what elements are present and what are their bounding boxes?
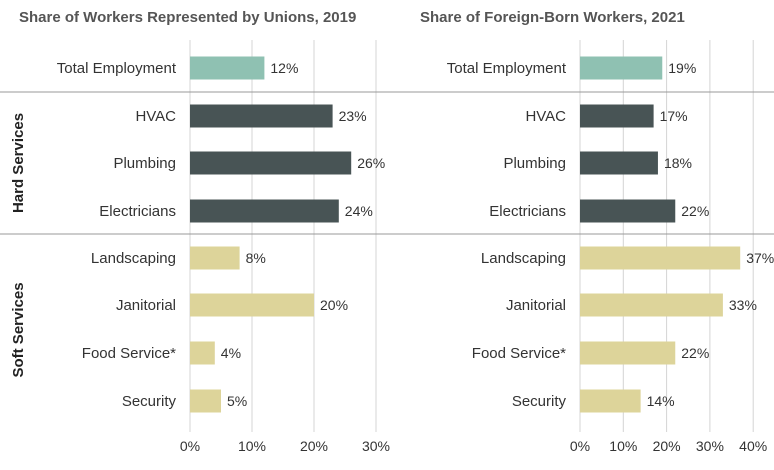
value-label: 24% bbox=[345, 203, 373, 219]
value-label: 20% bbox=[320, 297, 348, 313]
value-label: 12% bbox=[270, 60, 298, 76]
bar-total bbox=[190, 56, 265, 80]
group-label-soft: Soft Services bbox=[10, 282, 27, 377]
bar-hard bbox=[190, 151, 352, 175]
bar-hard bbox=[580, 199, 676, 223]
bar-soft bbox=[580, 389, 641, 413]
bar-soft bbox=[580, 246, 741, 270]
value-label: 33% bbox=[729, 297, 757, 313]
bar-soft bbox=[190, 341, 215, 365]
bar-hard bbox=[580, 151, 658, 175]
value-label: 19% bbox=[668, 60, 696, 76]
category-label: Total Employment bbox=[447, 60, 567, 77]
category-label: Food Service* bbox=[82, 345, 176, 362]
bar-total bbox=[580, 56, 663, 80]
group-label-hard: Hard Services bbox=[10, 113, 27, 213]
value-label: 22% bbox=[681, 345, 709, 361]
category-label: Janitorial bbox=[116, 297, 176, 314]
category-label: Electricians bbox=[99, 203, 176, 220]
value-label: 8% bbox=[246, 250, 266, 266]
category-label: Security bbox=[512, 393, 567, 410]
value-label: 5% bbox=[227, 393, 247, 409]
x-tick-label: 10% bbox=[238, 438, 266, 454]
value-label: 18% bbox=[664, 155, 692, 171]
category-label: Food Service* bbox=[472, 345, 566, 362]
bar-soft bbox=[190, 293, 314, 317]
bar-soft bbox=[190, 389, 221, 413]
x-tick-label: 20% bbox=[653, 438, 681, 454]
category-label: Plumbing bbox=[113, 155, 176, 172]
bar-hard bbox=[580, 104, 654, 128]
category-label: Landscaping bbox=[91, 250, 176, 267]
x-tick-label: 30% bbox=[696, 438, 724, 454]
value-label: 37% bbox=[746, 250, 774, 266]
category-label: Electricians bbox=[489, 203, 566, 220]
category-label: HVAC bbox=[525, 108, 566, 125]
x-tick-label: 30% bbox=[362, 438, 390, 454]
category-label: Plumbing bbox=[503, 155, 566, 172]
chart-title: Share of Workers Represented by Unions, … bbox=[19, 9, 356, 26]
x-tick-label: 0% bbox=[570, 438, 590, 454]
value-label: 22% bbox=[681, 203, 709, 219]
bar-hard bbox=[190, 199, 339, 223]
bar-soft bbox=[190, 246, 240, 270]
category-label: HVAC bbox=[135, 108, 176, 125]
category-label: Security bbox=[122, 393, 177, 410]
value-label: 26% bbox=[357, 155, 385, 171]
value-label: 17% bbox=[660, 108, 688, 124]
x-tick-label: 20% bbox=[300, 438, 328, 454]
category-label: Landscaping bbox=[481, 250, 566, 267]
chart-title: Share of Foreign-Born Workers, 2021 bbox=[420, 9, 685, 26]
value-label: 23% bbox=[339, 108, 367, 124]
x-tick-label: 10% bbox=[609, 438, 637, 454]
x-tick-label: 0% bbox=[180, 438, 200, 454]
bar-soft bbox=[580, 341, 676, 365]
bar-hard bbox=[190, 104, 333, 128]
value-label: 4% bbox=[221, 345, 241, 361]
x-tick-label: 40% bbox=[739, 438, 767, 454]
category-label: Janitorial bbox=[506, 297, 566, 314]
value-label: 14% bbox=[647, 393, 675, 409]
bar-soft bbox=[580, 293, 723, 317]
category-label: Total Employment bbox=[57, 60, 177, 77]
